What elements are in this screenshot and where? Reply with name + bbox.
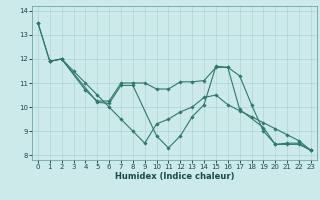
X-axis label: Humidex (Indice chaleur): Humidex (Indice chaleur) <box>115 172 234 181</box>
